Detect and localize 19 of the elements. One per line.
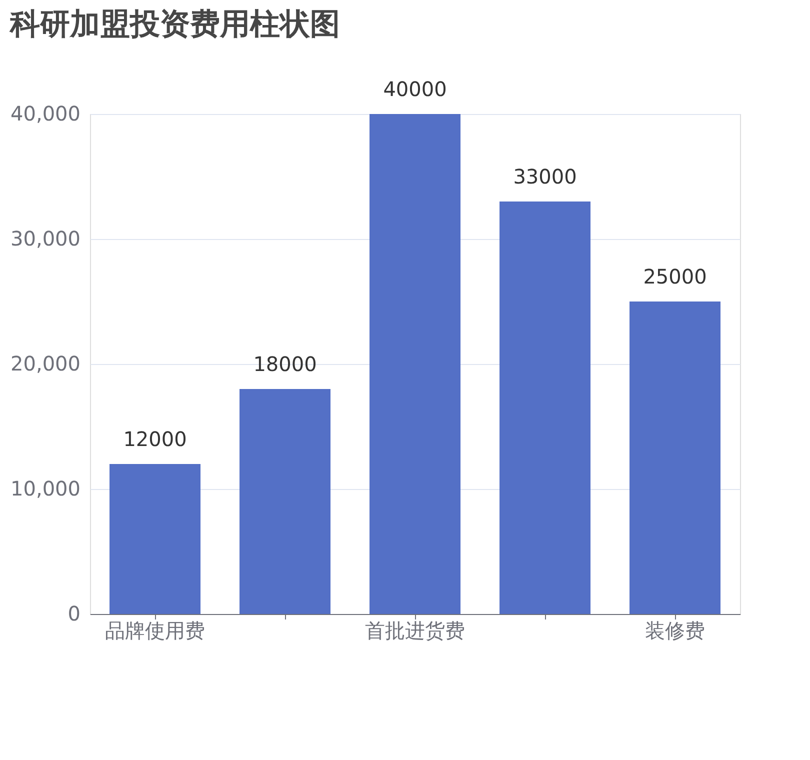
y-tick-label: 10,000 [10,476,80,500]
x-tick-label: 装修费 [645,618,705,642]
y-tick-label: 40,000 [10,102,80,126]
x-tick-label: 品牌使用费 [105,618,205,642]
y-tick-label: 30,000 [10,226,80,250]
data-label: 25000 [643,264,707,288]
data-label: 18000 [253,352,317,376]
bar [500,202,590,614]
y-tick-label: 0 [68,602,80,626]
data-label: 33000 [513,164,577,188]
bar [370,114,460,614]
data-label: 12000 [123,427,187,451]
bar [110,464,200,614]
chart-title: 科研加盟投资费用柱状图 [9,7,340,42]
data-label: 40000 [383,77,447,101]
x-tick-label: 首批进货费 [365,618,465,642]
bar [630,302,720,614]
bar [240,389,330,614]
y-tick-label: 20,000 [10,352,80,376]
